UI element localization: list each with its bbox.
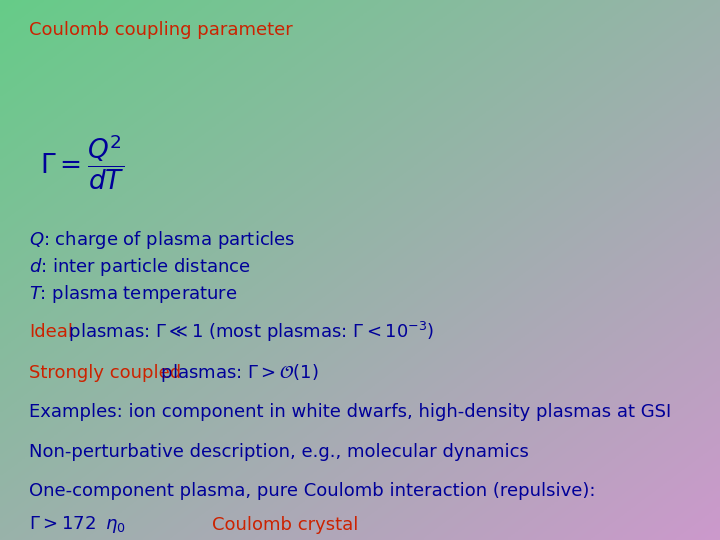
Text: Examples: ion component in white dwarfs, high-density plasmas at GSI: Examples: ion component in white dwarfs,… <box>29 403 671 421</box>
Text: $\Gamma = \dfrac{Q^2}{dT}$: $\Gamma = \dfrac{Q^2}{dT}$ <box>40 132 125 192</box>
Text: Ideal: Ideal <box>29 323 73 341</box>
Text: $d$: inter particle distance: $d$: inter particle distance <box>29 256 251 278</box>
Text: plasmas: $\Gamma \ll 1$ (most plasmas: $\Gamma < 10^{-3}$): plasmas: $\Gamma \ll 1$ (most plasmas: $… <box>63 320 435 344</box>
Text: $T$: plasma temperature: $T$: plasma temperature <box>29 284 238 305</box>
Text: $Q$: charge of plasma particles: $Q$: charge of plasma particles <box>29 230 295 251</box>
Text: Coulomb crystal: Coulomb crystal <box>212 516 359 534</box>
Text: Strongly coupled: Strongly coupled <box>29 363 181 382</box>
Text: plasmas: $\Gamma > \mathcal{O}(1)$: plasmas: $\Gamma > \mathcal{O}(1)$ <box>155 362 318 383</box>
Text: Non-perturbative description, e.g., molecular dynamics: Non-perturbative description, e.g., mole… <box>29 443 528 461</box>
Text: Coulomb coupling parameter: Coulomb coupling parameter <box>29 21 292 39</box>
Text: One-component plasma, pure Coulomb interaction (repulsive):: One-component plasma, pure Coulomb inter… <box>29 482 595 501</box>
Text: $\Gamma > 172\;\;\eta_0$: $\Gamma > 172\;\;\eta_0$ <box>29 515 125 535</box>
